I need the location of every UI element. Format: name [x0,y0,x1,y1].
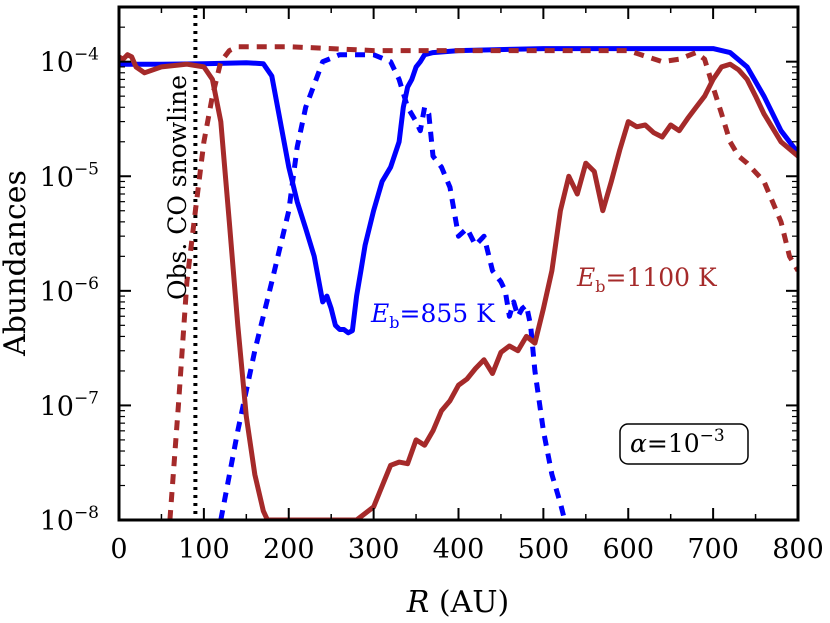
series-line-red-dashed [167,44,798,520]
x-axis-title: R (AU) [406,585,510,620]
y-tick-label: 10−4 [40,45,99,79]
x-tick-label: 100 [178,534,230,565]
alpha-label: α=10−3 [630,426,725,458]
x-tick-label: 500 [518,534,570,565]
x-tick-label: 700 [687,534,739,565]
plot-frame [117,5,800,522]
alpha-box [619,423,749,465]
y-tick-label: 10−5 [40,159,99,193]
red-series-label: Eb=1100 K [576,263,718,296]
snowline-label: Obs. CO snowline [163,75,192,300]
series-line-red-solid [119,52,798,520]
series-layer [119,7,798,520]
y-tick-label: 10−6 [40,274,99,308]
y-axis-title: Abundances [0,170,33,357]
y-tick-label: 10−8 [40,503,99,537]
x-tick-label: 200 [263,534,315,565]
y-tick-label: 10−7 [40,388,99,422]
series-line-blue-solid [119,46,798,336]
series-line-blue-dashed [218,52,568,520]
x-tick-label: 600 [602,534,654,565]
x-tick-label: 300 [348,534,400,565]
blue-series-label: Eb=855 K [370,299,496,332]
x-tick-label: 800 [772,534,824,565]
x-tick-label: 400 [433,534,485,565]
x-tick-label: 0 [110,534,127,565]
